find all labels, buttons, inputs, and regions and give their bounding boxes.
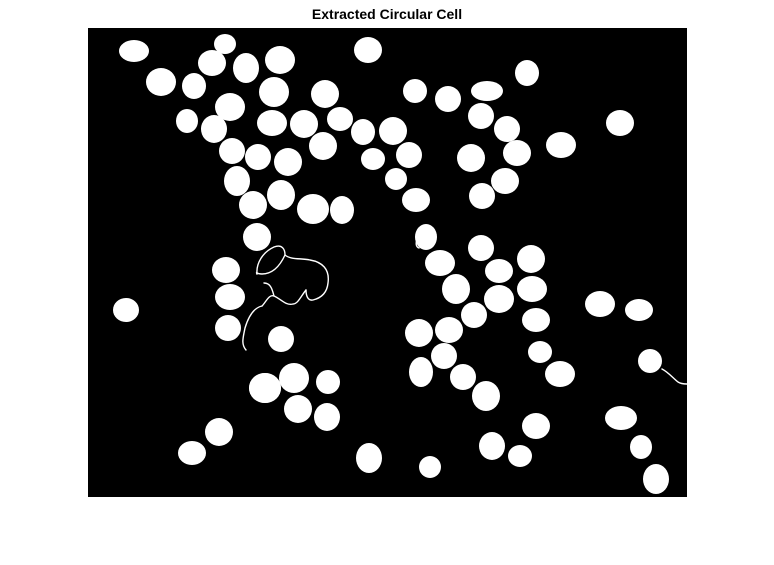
binary-cell-mask (88, 28, 687, 497)
image-axes (88, 28, 687, 497)
figure-title: Extracted Circular Cell (311, 6, 463, 22)
